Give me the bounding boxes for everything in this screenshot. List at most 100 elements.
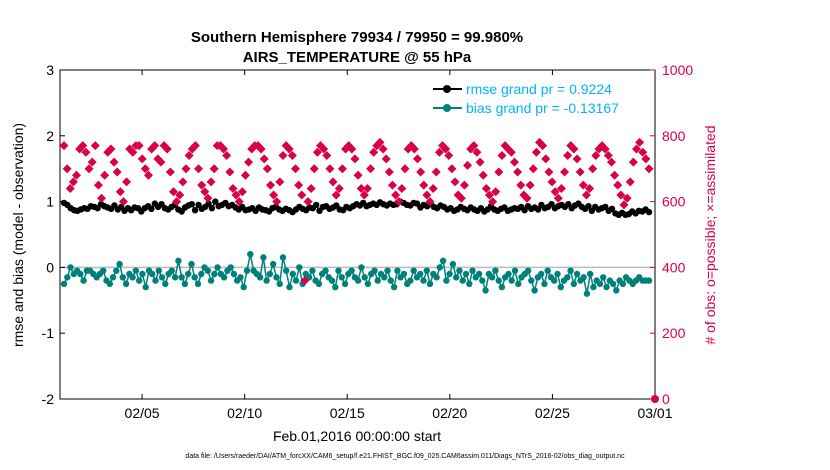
data-point: [505, 270, 512, 278]
data-point: [155, 267, 162, 274]
data-point: [178, 274, 185, 281]
obs-assimilated-point: [560, 167, 570, 177]
data-point: [77, 270, 84, 278]
legend-marker-bias: [443, 104, 451, 112]
data-point: [609, 280, 617, 288]
y-right-tick-label: 1000: [662, 62, 693, 78]
obs-assimilated-point: [531, 147, 541, 157]
data-point: [247, 251, 254, 258]
obs-assimilated-point: [616, 190, 626, 200]
obs-assimilated-point: [588, 164, 598, 174]
obs-assimilated-point: [175, 190, 185, 200]
obs-assimilated-point: [619, 200, 629, 210]
data-point: [315, 280, 323, 288]
data-point: [237, 274, 244, 281]
obs-assimilated-point: [409, 144, 419, 154]
obs-assimilated-point: [425, 197, 435, 207]
obs-assimilated-point: [122, 177, 132, 187]
data-point: [361, 274, 368, 281]
data-point: [188, 260, 195, 268]
data-point: [194, 280, 202, 288]
x-tick-label: 03/01: [637, 405, 672, 421]
obs-assimilated-point: [447, 164, 457, 174]
data-point: [590, 283, 597, 291]
obs-assimilated-point: [378, 144, 388, 154]
data-point: [181, 280, 189, 288]
obs-assimilated-point: [359, 190, 369, 200]
obs-assimilated-point: [62, 164, 72, 174]
obs-assimilated-point: [638, 147, 648, 157]
obs-assimilated-point: [184, 151, 194, 161]
y-axis-label-right: # of obs: o=possible; ×=assimilated: [702, 125, 718, 344]
obs-assimilated-point: [394, 197, 404, 207]
obs-assimilated-point: [556, 183, 566, 193]
data-point: [557, 283, 564, 291]
obs-assimilated-point: [134, 141, 144, 151]
data-point: [608, 205, 616, 212]
y-right-tick-label: 400: [662, 259, 686, 275]
data-point: [348, 267, 355, 274]
obs-assimilated-point: [190, 141, 200, 151]
data-point: [142, 283, 149, 291]
obs-assimilated-point: [269, 190, 279, 200]
plot-area: 02/05 02/10 02/15 02/20 02/25 03/01 -2 -1 0 1 2 3 0 2…: [42, 62, 694, 421]
data-point: [185, 270, 192, 278]
data-point: [109, 274, 117, 281]
obs-assimilated-point: [325, 164, 335, 174]
obs-assimilated-point: [197, 180, 207, 190]
obs-assimilated-point: [625, 177, 635, 187]
obs-assimilated-point: [491, 187, 501, 197]
data-point: [122, 280, 130, 288]
data-point: [417, 270, 424, 278]
obs-assimilated-point: [256, 144, 266, 154]
y-left-tick-label: 3: [46, 62, 54, 78]
data-point: [410, 267, 417, 274]
data-point: [243, 267, 251, 274]
obs-assimilated-point: [231, 190, 241, 200]
data-point: [64, 274, 71, 281]
data-point: [587, 270, 594, 278]
y-right-tick-label: 800: [662, 128, 686, 144]
obs-assimilated-point: [444, 151, 454, 161]
obs-assimilated-point: [603, 151, 613, 161]
obs-assimilated-point: [613, 180, 623, 190]
obs-assimilated-point: [472, 147, 482, 157]
obs-assimilated-point: [156, 157, 166, 167]
obs-assimilated-point: [309, 164, 319, 174]
obs-assimilated-point: [506, 147, 516, 157]
data-point: [492, 267, 499, 274]
obs-assimilated-point: [456, 193, 466, 203]
obs-assimilated-point: [81, 147, 91, 157]
obs-assimilated-point: [312, 147, 322, 157]
obs-assimilated-point: [635, 137, 645, 147]
data-point: [148, 205, 155, 212]
data-point: [585, 203, 592, 210]
obs-assimilated-point: [219, 144, 229, 154]
obs-assimilated-point: [328, 177, 338, 187]
obs-assimilated-point: [275, 177, 285, 187]
data-point: [449, 260, 457, 268]
data-point: [573, 270, 581, 278]
y-axis-label-left: rmse and bias (model - observation): [10, 123, 26, 347]
data-point: [511, 267, 519, 274]
plot-frame: [59, 69, 656, 400]
obs-assimilated-point: [350, 154, 360, 164]
obs-assimilated-point: [337, 164, 347, 174]
obs-assimilated-point: [628, 157, 638, 167]
footnote: data file: /Users/raeder/DAI/ATM_forcXX/…: [185, 453, 625, 460]
obs-assimilated-point: [362, 183, 372, 193]
data-point: [205, 200, 212, 207]
data-point: [335, 267, 342, 274]
obs-assimilated-point: [200, 187, 210, 197]
obs-assimilated-point: [265, 180, 275, 190]
data-point: [230, 270, 238, 278]
obs-assimilated-point: [356, 183, 366, 193]
obs-assimilated-point: [488, 197, 498, 207]
data-point: [600, 274, 607, 281]
legend-entry-rmse: rmse grand pr = 0.9224: [466, 81, 612, 97]
data-point: [446, 270, 453, 278]
obs-assimilated-point: [434, 147, 444, 157]
obs-assimilated-point: [575, 167, 585, 177]
data-point: [456, 267, 463, 274]
